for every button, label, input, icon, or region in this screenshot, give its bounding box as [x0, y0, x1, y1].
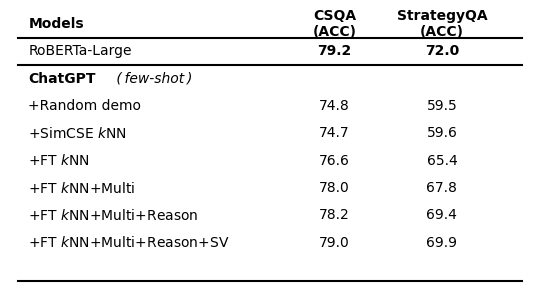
- Text: 78.0: 78.0: [319, 181, 350, 195]
- Text: +FT $k$NN+Multi+Reason+SV: +FT $k$NN+Multi+Reason+SV: [28, 235, 230, 250]
- Text: 72.0: 72.0: [425, 44, 459, 58]
- Text: 78.2: 78.2: [319, 208, 350, 223]
- Text: 59.6: 59.6: [427, 126, 457, 140]
- Text: +Random demo: +Random demo: [28, 99, 141, 113]
- Text: ( few-shot ): ( few-shot ): [112, 71, 192, 86]
- Text: RoBERTa-Large: RoBERTa-Large: [28, 44, 132, 58]
- Text: 74.7: 74.7: [319, 126, 350, 140]
- Text: CSQA
(ACC): CSQA (ACC): [313, 9, 356, 39]
- Text: +FT $k$NN: +FT $k$NN: [28, 153, 90, 168]
- Text: 69.9: 69.9: [427, 236, 457, 250]
- Text: +SimCSE $k$NN: +SimCSE $k$NN: [28, 126, 127, 141]
- Text: +FT $k$NN+Multi: +FT $k$NN+Multi: [28, 181, 136, 196]
- Text: 76.6: 76.6: [319, 154, 350, 168]
- Text: 65.4: 65.4: [427, 154, 457, 168]
- Text: StrategyQA
(ACC): StrategyQA (ACC): [396, 9, 487, 39]
- Text: +FT $k$NN+Multi+Reason: +FT $k$NN+Multi+Reason: [28, 208, 199, 223]
- Text: Models: Models: [28, 17, 84, 31]
- Text: 69.4: 69.4: [427, 208, 457, 223]
- Text: ChatGPT: ChatGPT: [28, 71, 96, 86]
- Text: 74.8: 74.8: [319, 99, 350, 113]
- Text: 79.0: 79.0: [319, 236, 350, 250]
- Text: 59.5: 59.5: [427, 99, 457, 113]
- Text: 67.8: 67.8: [427, 181, 457, 195]
- Text: 79.2: 79.2: [318, 44, 352, 58]
